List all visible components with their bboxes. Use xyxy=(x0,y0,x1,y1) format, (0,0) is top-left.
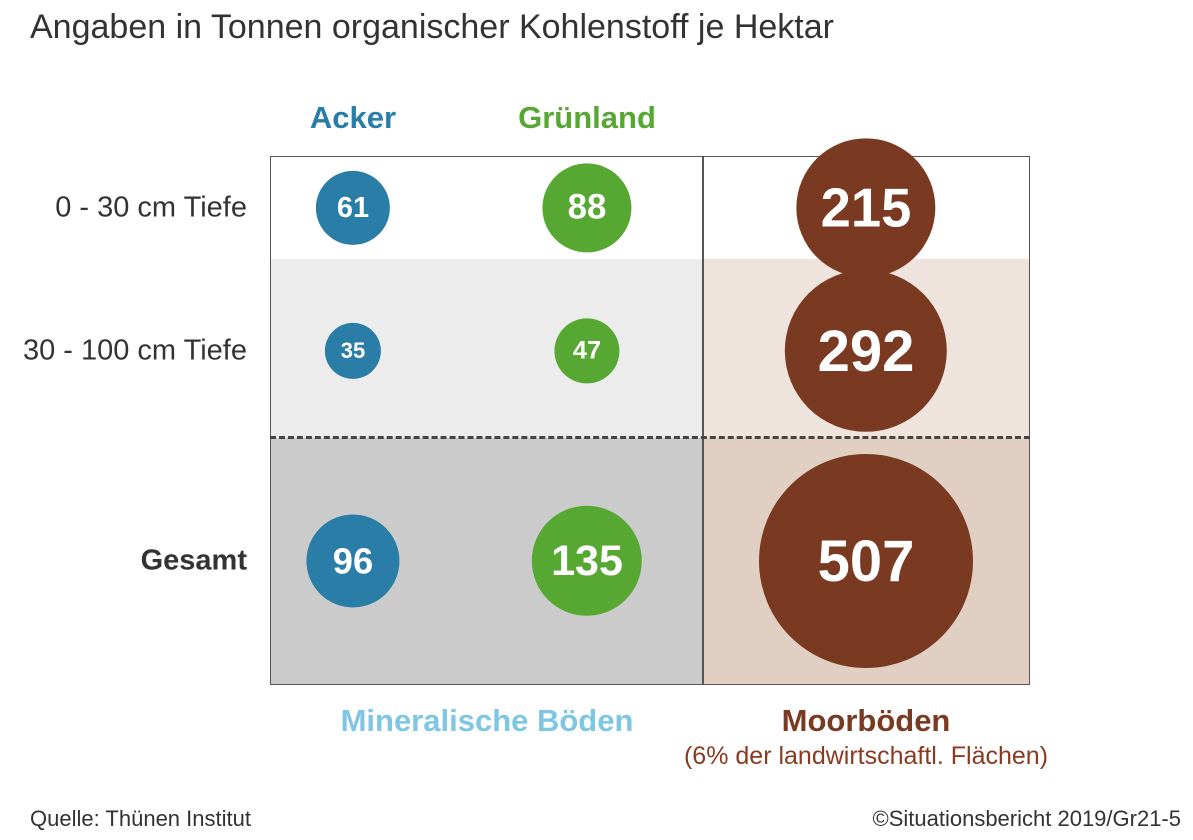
bubble-moor-gesamt: 507 xyxy=(759,454,973,668)
source-note: Quelle: Thünen Institut xyxy=(30,806,251,831)
bubble-gruenland-0-30: 88 xyxy=(542,163,632,253)
group-label-moor: Moorböden xyxy=(781,703,951,738)
column-header-gruenland: Grünland xyxy=(518,100,656,135)
value-label: 35 xyxy=(340,338,366,363)
value-label: 61 xyxy=(336,191,370,224)
bubble-gruenland-gesamt: 135 xyxy=(531,505,643,617)
column-header-acker: Acker xyxy=(309,100,397,135)
bubble-moor-0-30: 215 xyxy=(796,138,936,278)
bubble-gruenland-30-100: 47 xyxy=(554,318,620,384)
group-divider xyxy=(702,156,704,685)
value-label: 96 xyxy=(332,539,374,581)
value-label: 135 xyxy=(551,536,623,585)
value-label: 507 xyxy=(817,528,915,594)
row-label-30-100: 30 - 100 cm Tiefe xyxy=(22,334,247,367)
row-label-gesamt: Gesamt xyxy=(140,544,247,577)
value-label: 47 xyxy=(572,336,602,365)
value-label: 215 xyxy=(820,177,912,239)
bubble-acker-30-100: 35 xyxy=(324,322,382,380)
group-sublabel-moor: (6% der landwirtschaftl. Flächen) xyxy=(683,742,1049,770)
total-dashed-divider xyxy=(270,436,1030,439)
bubble-acker-gesamt: 96 xyxy=(306,514,400,608)
value-label: 88 xyxy=(567,188,607,227)
row-label-0-30: 0 - 30 cm Tiefe xyxy=(55,191,247,224)
group-label-mineral: Mineralische Böden xyxy=(340,703,634,738)
bubble-acker-0-30: 61 xyxy=(315,170,391,246)
matrix-border xyxy=(270,156,1030,685)
value-label: 292 xyxy=(817,318,915,384)
chart-title: Angaben in Tonnen organischer Kohlenstof… xyxy=(30,8,834,46)
bubble-moor-30-100: 292 xyxy=(784,269,948,433)
copyright-note: ©Situationsbericht 2019/Gr21-5 xyxy=(872,806,1182,831)
